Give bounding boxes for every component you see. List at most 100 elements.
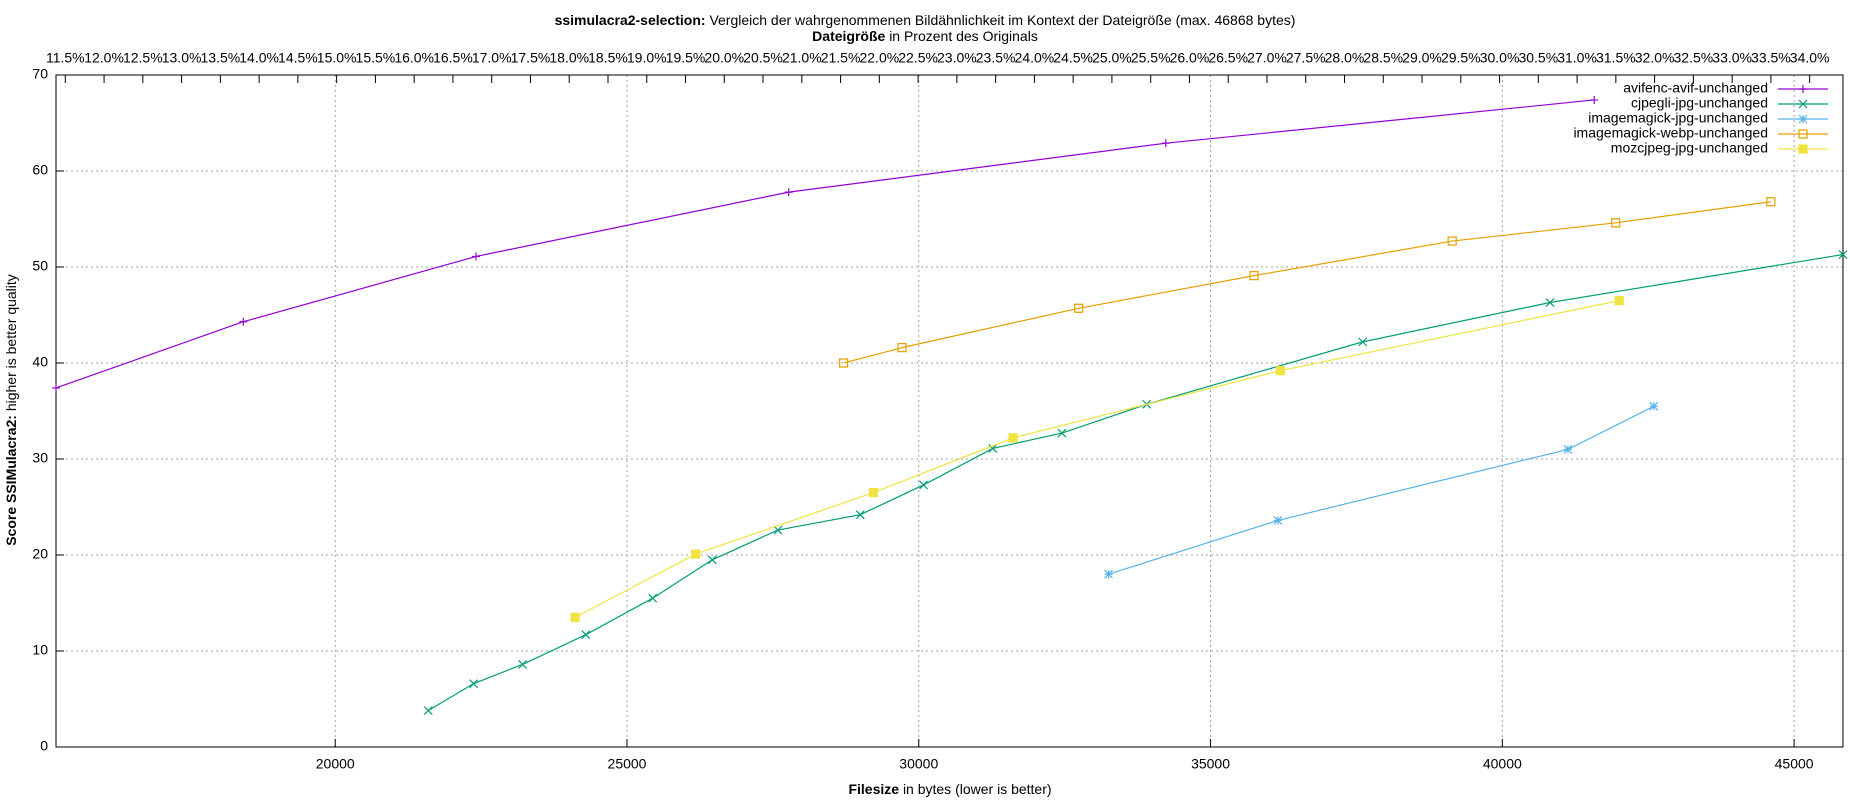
marker (1008, 433, 1018, 443)
x2-tick-label: 33.5% (1751, 50, 1791, 66)
y-tick-label: 60 (32, 162, 48, 178)
x2-tick-label: 22.0% (859, 50, 899, 66)
marker (691, 549, 701, 559)
x2-tick-label: 23.0% (937, 50, 977, 66)
marker (1798, 114, 1808, 124)
marker (919, 480, 928, 490)
y-label-rest: higher is better quality (3, 274, 19, 411)
x2-tick-label: 34.0% (1790, 50, 1830, 66)
marker (1798, 144, 1808, 154)
x2-tick-label: 25.0% (1092, 50, 1132, 66)
series-line (427, 253, 1844, 712)
legend-label: cjpegli-jpg-unchanged (1631, 95, 1768, 111)
x2-tick-label: 13.0% (162, 50, 202, 66)
y-tick-label: 70 (32, 66, 48, 82)
x-axis-label: Filesize in bytes (lower is better) (848, 781, 1051, 797)
x-tick-label: 30000 (899, 756, 938, 772)
x2-tick-label: 32.5% (1674, 50, 1714, 66)
subtitle-rest: in Prozent des Originals (889, 28, 1038, 44)
marker (570, 612, 580, 622)
marker (868, 488, 879, 498)
marker (897, 343, 907, 353)
y-tick-label: 40 (32, 354, 48, 370)
x2-tick-label: 18.5% (588, 50, 628, 66)
subtitle-bold: Dateigröße (812, 28, 885, 44)
y-tick-label: 50 (32, 258, 48, 274)
y-tick-label: 30 (32, 450, 48, 466)
x-tick-label: 25000 (608, 756, 647, 772)
x2-tick-label: 26.5% (1208, 50, 1248, 66)
marker (1798, 99, 1808, 109)
x2-tick-label: 14.0% (239, 50, 279, 66)
x2-tick-label: 18.0% (549, 50, 589, 66)
marker (518, 660, 528, 669)
x2-tick-label: 30.0% (1480, 50, 1520, 66)
x-label-bold: Filesize (848, 781, 899, 797)
y-tick-label: 20 (32, 546, 48, 562)
x2-tick-label: 16.0% (394, 50, 434, 66)
x2-tick-label: 28.0% (1325, 50, 1365, 66)
x-tick-label: 40000 (1483, 756, 1522, 772)
y-label-bold: Score SSIMulacra2: (3, 415, 19, 546)
x2-tick-label: 24.0% (1015, 50, 1055, 66)
x2-tick-label: 30.5% (1518, 50, 1558, 66)
marker (1104, 569, 1113, 579)
x2-tick-label: 31.5% (1596, 50, 1636, 66)
marker (472, 252, 481, 261)
plot-frame (55, 74, 1844, 748)
legend-label: imagemagick-webp-unchanged (1573, 125, 1768, 141)
x2-tick-label: 29.0% (1402, 50, 1442, 66)
marker (855, 510, 865, 520)
x2-tick-label: 24.5% (1053, 50, 1093, 66)
marker (1358, 337, 1368, 347)
x2-tick-label: 13.5% (201, 50, 241, 66)
legend-label: imagemagick-jpg-unchanged (1588, 110, 1768, 126)
marker (423, 706, 433, 715)
marker (1798, 129, 1808, 139)
x2-tick-label: 12.5% (123, 50, 163, 66)
y-tick-label: 0 (40, 738, 48, 754)
title-rest: Vergleich der wahrgenommenen Bildähnlich… (709, 12, 1295, 28)
chart-subtitle: Dateigröße in Prozent des Originals (812, 28, 1038, 44)
marker (1766, 197, 1776, 207)
x2-tick-label: 22.5% (898, 50, 938, 66)
marker (707, 555, 717, 565)
marker (1799, 85, 1807, 93)
x2-tick-label: 19.0% (627, 50, 667, 66)
marker (648, 593, 658, 603)
marker (1611, 218, 1621, 228)
x2-tick-label: 15.5% (356, 50, 396, 66)
marker (1545, 298, 1555, 307)
x2-tick-label: 31.0% (1557, 50, 1597, 66)
marker (1161, 139, 1170, 148)
x2-tick-label: 16.5% (433, 50, 473, 66)
y-tick-label: 10 (32, 642, 48, 658)
marker (1074, 303, 1084, 313)
marker (1614, 296, 1624, 306)
series-line (1108, 405, 1655, 575)
x2-tick-label: 15.0% (317, 50, 357, 66)
y-axis-label: Score SSIMulacra2: higher is better qual… (3, 274, 19, 546)
x2-tick-label: 29.5% (1441, 50, 1481, 66)
marker (1590, 95, 1599, 104)
legend-label: mozcjpeg-jpg-unchanged (1611, 140, 1768, 156)
x-tick-label: 35000 (1191, 756, 1230, 772)
x2-tick-label: 27.0% (1247, 50, 1287, 66)
marker (839, 358, 849, 368)
x-label-rest: in bytes (lower is better) (903, 781, 1052, 797)
x2-tick-label: 17.5% (511, 50, 551, 66)
marker (1273, 516, 1283, 525)
x2-tick-label: 25.5% (1131, 50, 1171, 66)
chart-title: ssimulacra2-selection: Vergleich der wah… (555, 12, 1296, 28)
x2-tick-label: 20.0% (704, 50, 744, 66)
marker (1057, 428, 1067, 438)
title-bold: ssimulacra2-selection: (555, 12, 706, 28)
legend-label: avifenc-avif-unchanged (1623, 80, 1768, 96)
x2-tick-label: 20.5% (743, 50, 783, 66)
marker (1447, 236, 1457, 246)
x2-tick-label: 12.0% (84, 50, 124, 66)
marker (1563, 444, 1573, 454)
series-line (574, 300, 1620, 618)
x2-tick-label: 32.0% (1635, 50, 1675, 66)
